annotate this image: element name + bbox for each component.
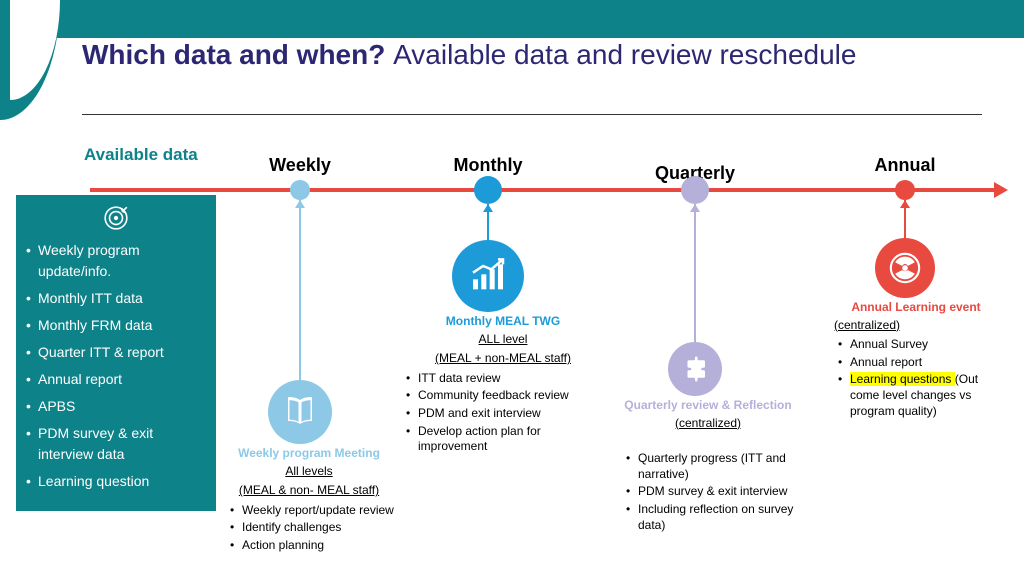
- sidebar-item: PDM survey & exit interview data: [24, 420, 208, 468]
- weekly-sub1: All levels: [222, 464, 396, 480]
- list-item: Annual Survey: [838, 337, 1002, 353]
- timeline-arrowhead: [994, 182, 1008, 198]
- page-title: Which data and when? Available data and …: [82, 38, 856, 72]
- annual-dot: [895, 180, 915, 200]
- annual-column: Annual Learning event (centralized) Annu…: [830, 300, 1002, 421]
- sidebar-item: Annual report: [24, 366, 208, 393]
- weekly-heading: Weekly program Meeting: [222, 446, 396, 462]
- monthly-dot: [474, 176, 502, 204]
- chart-icon: [468, 256, 508, 296]
- list-item: Community feedback review: [406, 388, 608, 404]
- quarterly-dot: [681, 176, 709, 204]
- weekly-icon-circle: [268, 380, 332, 444]
- monthly-icon-circle: [452, 240, 524, 312]
- list-item: PDM survey & exit interview: [626, 484, 798, 500]
- quarterly-column: Quarterly review & Reflection (centraliz…: [618, 398, 798, 535]
- weekly-sub2: (MEAL & non- MEAL staff): [222, 483, 396, 499]
- monthly-arrow-icon: [483, 204, 493, 212]
- sidebar-item: APBS: [24, 393, 208, 420]
- book-icon: [282, 394, 318, 430]
- quarterly-bullets: Quarterly progress (ITT and narrative) P…: [618, 451, 798, 533]
- quarterly-sub: (centralized): [618, 416, 798, 432]
- annual-heading: Annual Learning event: [830, 300, 1002, 316]
- sidebar-list: Weekly program update/info. Monthly ITT …: [24, 237, 208, 495]
- list-item: Including reflection on survey data): [626, 502, 798, 533]
- monthly-label: Monthly: [448, 155, 528, 176]
- annual-sub: (centralized): [830, 318, 1002, 334]
- list-item: Weekly report/update review: [230, 503, 396, 519]
- list-item: PDM and exit interview: [406, 406, 608, 422]
- annual-label: Annual: [870, 155, 940, 176]
- weekly-bullets: Weekly report/update review Identify cha…: [222, 503, 396, 554]
- timeline-axis: [90, 188, 1000, 192]
- available-data-sidebar: Weekly program update/info. Monthly ITT …: [16, 195, 216, 511]
- list-item: ITT data review: [406, 371, 608, 387]
- title-bold: Which data and when?: [82, 39, 393, 70]
- weekly-arrow-icon: [295, 200, 305, 208]
- weekly-column: Weekly program Meeting All levels (MEAL …: [222, 446, 396, 556]
- monthly-sub1: ALL level: [398, 332, 608, 348]
- list-item: Quarterly progress (ITT and narrative): [626, 451, 798, 482]
- header-banner: [0, 0, 1024, 38]
- sidebar-item: Quarter ITT & report: [24, 339, 208, 366]
- monthly-sub2: (MEAL + non-MEAL staff): [398, 351, 608, 367]
- list-item: Identify challenges: [230, 520, 396, 536]
- sidebar-item: Monthly FRM data: [24, 312, 208, 339]
- weekly-dot: [290, 180, 310, 200]
- list-item: Action planning: [230, 538, 396, 554]
- monthly-heading: Monthly MEAL TWG: [398, 314, 608, 330]
- weekly-connector: [299, 200, 301, 390]
- radiation-icon: [888, 251, 922, 285]
- sidebar-item: Weekly program update/info.: [24, 237, 208, 285]
- list-item: Learning questions (Out come level chang…: [838, 372, 1002, 419]
- monthly-column: Monthly MEAL TWG ALL level (MEAL + non-M…: [398, 314, 608, 457]
- quarterly-arrow-icon: [690, 204, 700, 212]
- available-data-label: Available data: [84, 145, 198, 165]
- annual-icon-circle: [875, 238, 935, 298]
- list-item: Annual report: [838, 355, 1002, 371]
- banner-curve-inner: [10, 0, 60, 100]
- annual-highlight: Learning questions: [850, 372, 955, 386]
- annual-arrow-icon: [900, 200, 910, 208]
- sidebar-item: Learning question: [24, 468, 208, 495]
- quarterly-connector: [694, 204, 696, 344]
- monthly-bullets: ITT data review Community feedback revie…: [398, 371, 608, 455]
- annual-bullets: Annual Survey Annual report Learning que…: [830, 337, 1002, 419]
- weekly-label: Weekly: [260, 155, 340, 176]
- quarterly-heading: Quarterly review & Reflection: [618, 398, 798, 414]
- target-icon: [103, 205, 129, 231]
- list-item: Develop action plan for improvement: [406, 424, 608, 455]
- title-rule: [82, 114, 982, 115]
- sidebar-item: Monthly ITT data: [24, 285, 208, 312]
- title-rest: Available data and review reschedule: [393, 39, 856, 70]
- quarterly-icon-circle: [668, 342, 722, 396]
- puzzle-icon: [680, 354, 710, 384]
